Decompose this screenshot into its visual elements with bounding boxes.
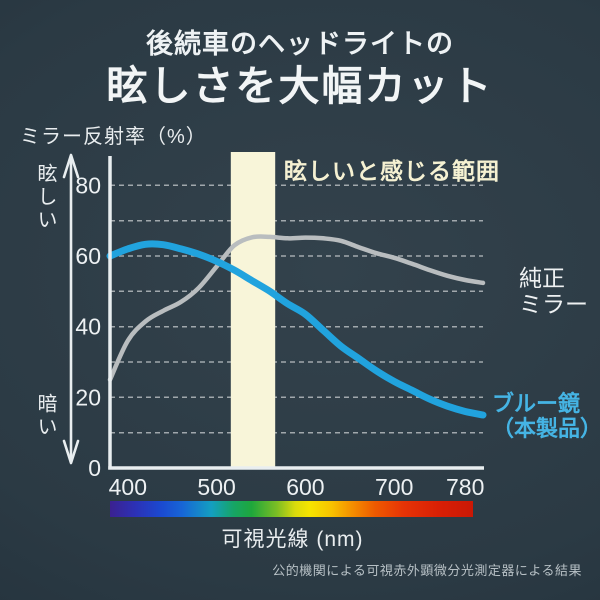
legend-standard-mirror: 純正 ミラー	[519, 265, 588, 317]
y-tick-label: 20	[75, 384, 101, 410]
arrow-head-up	[62, 153, 80, 179]
x-tick-label: 400	[109, 474, 147, 500]
blue-mirror-line	[106, 240, 487, 419]
brightness-scale-arrow	[62, 153, 80, 465]
footnote: 公的機関による可視赤外顕微分光測定器による結果	[272, 563, 582, 578]
y-tick-label: 60	[75, 243, 101, 269]
x-tick-label: 700	[375, 474, 413, 500]
standard-mirror-line	[107, 234, 486, 382]
glare-band	[230, 152, 276, 468]
x-tick-label: 780	[446, 474, 484, 500]
legend-blue-mirror: ブルー鏡 （本製品）	[492, 391, 600, 441]
scale-label-dark: 暗い	[34, 393, 56, 439]
y-tick-label: 80	[75, 172, 101, 198]
x-axis-title: 可視光線 (nm)	[221, 528, 364, 551]
x-tick-label: 500	[197, 474, 235, 500]
visible-spectrum-bar	[110, 501, 473, 517]
y-tick-label: 0	[88, 455, 101, 481]
y-axis-title: ミラー反射率（%）	[20, 126, 207, 148]
glare-band-label: 眩しいと感じる範囲	[284, 158, 500, 184]
scale-label-bright: 眩しい	[34, 163, 56, 232]
title-line-2: 眩しさを大幅カット	[106, 63, 494, 109]
y-tick-label: 40	[75, 314, 101, 340]
x-tick-label: 600	[286, 474, 324, 500]
title-line-1: 後続車のヘッドライトの	[146, 29, 454, 59]
arrow-head-down	[62, 439, 80, 465]
